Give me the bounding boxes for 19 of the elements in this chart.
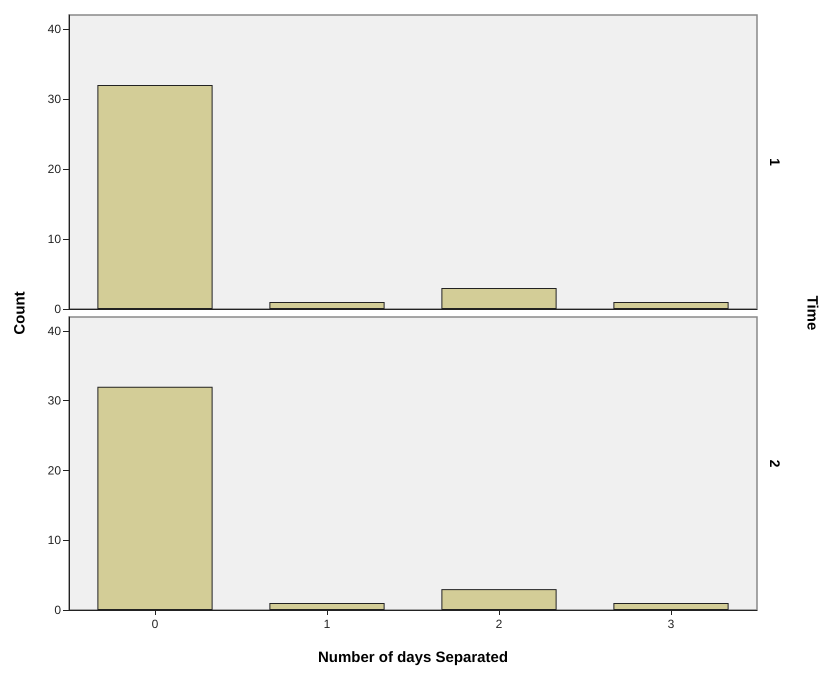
y-tick-label: 20 [48,162,62,176]
y-tick-label: 20 [48,463,62,478]
y-tick-label: 0 [54,302,62,316]
x-tick-label: 0 [152,617,159,631]
y-tick-label: 40 [48,22,62,36]
x-axis-title: Number of days Separated [318,649,508,666]
x-tick-label: 2 [496,617,503,631]
y-tick-label: 10 [48,232,62,246]
y-tick-label: 0 [54,603,62,617]
y-tick-label: 40 [48,324,62,338]
y-tick-label: 30 [48,394,62,408]
y-axis-title: Count [12,291,28,335]
y-tick-label: 30 [48,92,62,106]
y-tick-label: 10 [48,533,62,548]
y2-axis-title: 2 [767,460,783,468]
text: Time [804,296,820,330]
x-tick-label: 1 [324,617,331,631]
x-tick-label: 3 [668,617,675,631]
y2-axis-title: 1 [767,158,783,166]
